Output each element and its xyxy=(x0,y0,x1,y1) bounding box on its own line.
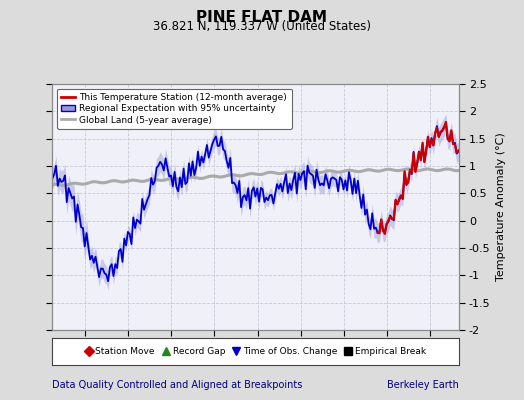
Text: Data Quality Controlled and Aligned at Breakpoints: Data Quality Controlled and Aligned at B… xyxy=(52,380,303,390)
Legend: Station Move, Record Gap, Time of Obs. Change, Empirical Break: Station Move, Record Gap, Time of Obs. C… xyxy=(82,344,429,358)
Text: 36.821 N, 119.337 W (United States): 36.821 N, 119.337 W (United States) xyxy=(153,20,371,33)
Y-axis label: Temperature Anomaly (°C): Temperature Anomaly (°C) xyxy=(496,133,506,281)
Legend: This Temperature Station (12-month average), Regional Expectation with 95% uncer: This Temperature Station (12-month avera… xyxy=(57,88,292,129)
Text: Berkeley Earth: Berkeley Earth xyxy=(387,380,458,390)
Text: PINE FLAT DAM: PINE FLAT DAM xyxy=(196,10,328,25)
